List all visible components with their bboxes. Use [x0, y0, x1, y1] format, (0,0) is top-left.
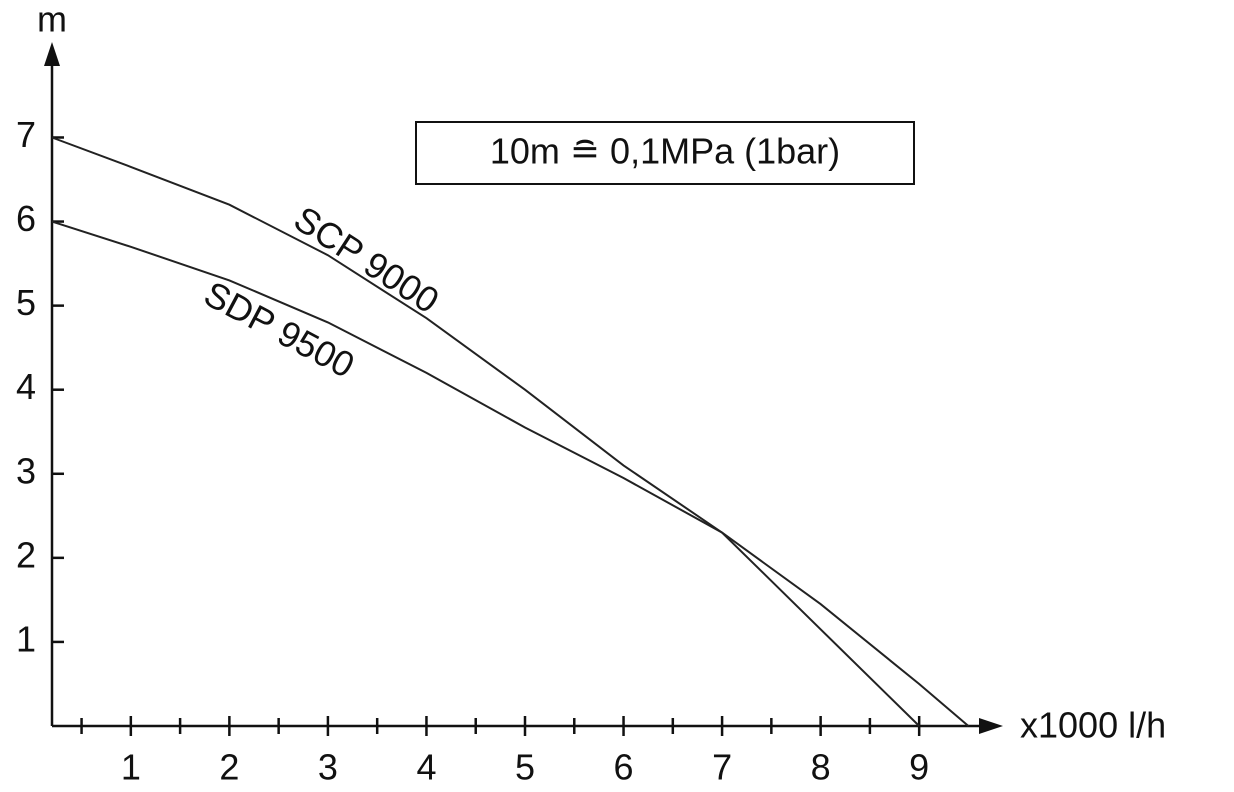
y-tick-label: 2	[16, 534, 36, 575]
series-line	[51, 220, 970, 727]
x-tick-label: 3	[318, 747, 338, 788]
annotation: 10m ≘ 0,1MPa (1bar)	[490, 131, 840, 172]
x-tick-label: 2	[219, 747, 239, 788]
series-line	[51, 136, 920, 727]
y-tick-label: 5	[16, 282, 36, 323]
y-tick-label: 3	[16, 450, 36, 491]
x-tick-label: 7	[712, 747, 732, 788]
y-axis-label: m	[37, 0, 67, 40]
x-axis-label: x1000 l/h	[1020, 705, 1166, 746]
x-tick-label: 4	[416, 747, 436, 788]
y-tick-label: 4	[16, 366, 36, 407]
x-tick-label: 5	[515, 747, 535, 788]
x-axis-arrow	[979, 718, 1003, 734]
x-tick-label: 1	[121, 747, 141, 788]
y-tick-label: 7	[16, 114, 36, 155]
series-label: SCP 9000	[287, 198, 446, 321]
x-tick-label: 9	[909, 747, 929, 788]
x-tick-label: 6	[614, 747, 634, 788]
y-tick-label: 1	[16, 618, 36, 659]
x-tick-label: 8	[811, 747, 831, 788]
annotation-box	[415, 121, 915, 185]
y-tick-label: 6	[16, 198, 36, 239]
y-axis-arrow	[44, 42, 60, 66]
series-label: SDP 9500	[198, 273, 362, 386]
